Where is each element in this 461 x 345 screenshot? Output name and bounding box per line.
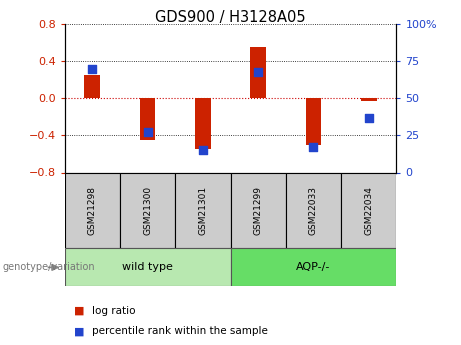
Text: GSM21298: GSM21298 [88,186,97,235]
Bar [84,75,100,98]
Bar [195,98,211,149]
Point [310,145,317,150]
Text: GSM21299: GSM21299 [254,186,263,235]
Text: ■: ■ [74,326,84,336]
Text: AQP-/-: AQP-/- [296,263,331,272]
Point [254,69,262,75]
Text: GDS900 / H3128A05: GDS900 / H3128A05 [155,10,306,25]
Bar [65,172,120,248]
Text: wild type: wild type [122,263,173,272]
Bar [250,47,266,98]
Text: GSM21300: GSM21300 [143,186,152,235]
Bar [286,172,341,248]
Text: genotype/variation: genotype/variation [2,263,95,272]
Bar [230,172,286,248]
Point [144,130,151,135]
Text: percentile rank within the sample: percentile rank within the sample [92,326,268,336]
Bar [120,172,175,248]
Point [365,115,372,120]
Text: GSM21301: GSM21301 [198,186,207,235]
Point [89,66,96,71]
Bar [306,98,321,145]
Bar [65,248,230,286]
Text: log ratio: log ratio [92,306,136,315]
Bar [140,98,155,140]
Point [199,148,207,153]
Text: GSM22033: GSM22033 [309,186,318,235]
Text: GSM22034: GSM22034 [364,186,373,235]
Text: ■: ■ [74,306,84,315]
Bar [230,248,396,286]
Bar [361,98,377,101]
Bar [175,172,230,248]
Bar [341,172,396,248]
